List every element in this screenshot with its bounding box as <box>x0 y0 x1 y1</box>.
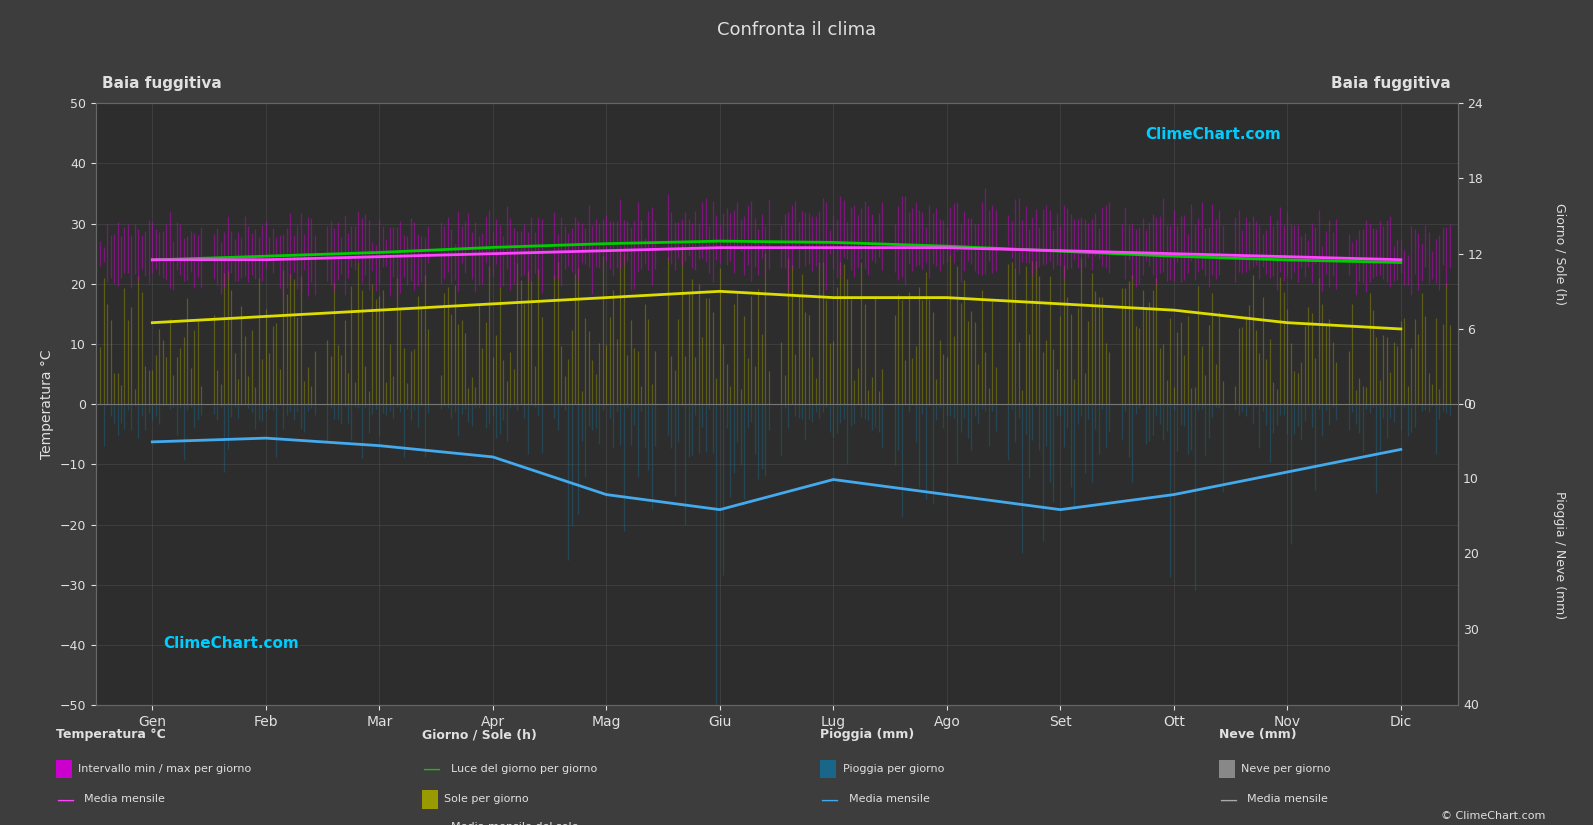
Text: Baia fuggitiva: Baia fuggitiva <box>1332 76 1451 91</box>
Y-axis label: Temperatura °C: Temperatura °C <box>40 350 54 459</box>
Text: 30: 30 <box>1462 624 1478 637</box>
Text: Luce del giorno per giorno: Luce del giorno per giorno <box>451 764 597 774</box>
Text: Pioggia (mm): Pioggia (mm) <box>820 728 914 742</box>
Text: —: — <box>422 760 440 778</box>
Text: Baia fuggitiva: Baia fuggitiva <box>102 76 221 91</box>
Text: 10: 10 <box>1462 473 1478 486</box>
Text: ClimeChart.com: ClimeChart.com <box>164 636 299 651</box>
Text: Pioggia per giorno: Pioggia per giorno <box>843 764 945 774</box>
Text: 20: 20 <box>1462 549 1478 561</box>
Text: Media mensile del sole: Media mensile del sole <box>451 822 578 825</box>
Text: Giorno / Sole (h): Giorno / Sole (h) <box>422 728 537 742</box>
Text: 0: 0 <box>1462 398 1472 411</box>
Text: Sole per giorno: Sole per giorno <box>444 794 529 804</box>
Text: Giorno / Sole (h): Giorno / Sole (h) <box>1553 203 1566 304</box>
Text: © ClimeChart.com: © ClimeChart.com <box>1440 811 1545 821</box>
Text: Confronta il clima: Confronta il clima <box>717 21 876 39</box>
Text: ClimeChart.com: ClimeChart.com <box>1145 127 1281 142</box>
Text: Intervallo min / max per giorno: Intervallo min / max per giorno <box>78 764 252 774</box>
Text: Media mensile: Media mensile <box>849 794 930 804</box>
Text: —: — <box>422 818 440 825</box>
Text: —: — <box>820 790 838 808</box>
Text: Neve (mm): Neve (mm) <box>1219 728 1297 742</box>
Text: —: — <box>56 790 73 808</box>
Text: Pioggia / Neve (mm): Pioggia / Neve (mm) <box>1553 491 1566 619</box>
Text: Media mensile: Media mensile <box>84 794 166 804</box>
Text: Temperatura °C: Temperatura °C <box>56 728 166 742</box>
Text: —: — <box>1219 790 1236 808</box>
Text: 40: 40 <box>1462 699 1478 712</box>
Text: Media mensile: Media mensile <box>1247 794 1329 804</box>
Text: Neve per giorno: Neve per giorno <box>1241 764 1330 774</box>
